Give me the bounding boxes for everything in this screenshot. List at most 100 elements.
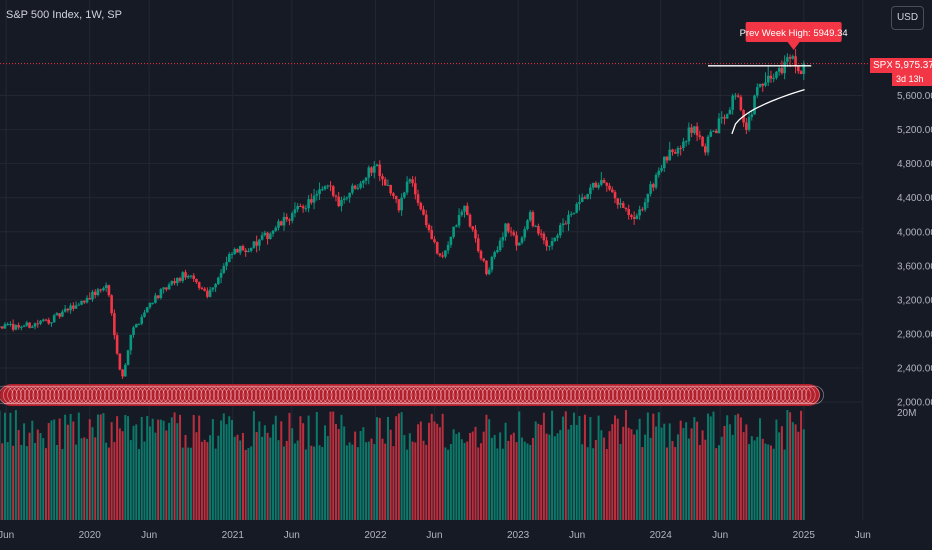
volume-bar [496, 448, 499, 520]
volume-bar [422, 440, 425, 520]
candle-body [704, 146, 707, 153]
event-marker [788, 385, 808, 405]
event-marker [368, 385, 388, 405]
candle-body [463, 205, 466, 212]
candle-body [780, 67, 784, 74]
volume-bar [217, 435, 220, 520]
candle-body [747, 116, 751, 130]
candle-body [154, 295, 157, 303]
event-marker [45, 385, 64, 405]
candle-body [274, 227, 278, 231]
price-scale: 5,600.00 5,200.00 4,800.00 4,400.00 4,000.00… [897, 91, 932, 419]
volume-bar [712, 411, 715, 520]
volume-bar [315, 411, 318, 520]
event-marker [658, 385, 677, 405]
volume-bar [679, 420, 682, 520]
volume-bar [499, 432, 502, 520]
candle-body [638, 209, 641, 216]
event-marker [460, 385, 480, 405]
volume-bar [261, 436, 264, 520]
volume-bar [529, 444, 532, 520]
candle-body [301, 206, 305, 209]
candle-body [102, 288, 105, 291]
candle-body [586, 194, 589, 199]
candle-body [63, 308, 67, 312]
candle-body [189, 275, 193, 277]
currency-button[interactable]: USD [891, 6, 924, 30]
volume-bar [96, 414, 99, 520]
candle-body [602, 180, 606, 183]
volume-bar [671, 441, 674, 520]
event-marker [477, 385, 497, 405]
event-marker [95, 385, 115, 405]
time-tick-label: 2024 [650, 530, 673, 541]
price-tick-label: 4,400.00 [897, 193, 932, 204]
event-marker [40, 385, 60, 405]
volume-bar [572, 412, 575, 520]
volume-bar [411, 441, 414, 520]
volume-bar [698, 444, 701, 520]
candle-body [545, 240, 548, 247]
candle-body [662, 156, 666, 169]
event-marker [515, 385, 535, 405]
candle-body [608, 185, 611, 190]
candle-body [515, 235, 518, 246]
volume-bar [392, 446, 395, 520]
candle-body [523, 229, 527, 238]
candle-body [786, 57, 789, 62]
volume-bar [592, 448, 595, 520]
event-marker [271, 385, 291, 405]
candle-body [66, 308, 70, 311]
candle-body [490, 256, 494, 270]
event-marker [486, 385, 505, 405]
volume-bar [116, 416, 119, 520]
event-marker [288, 385, 308, 405]
volume-bar [619, 443, 622, 520]
marker-band [0, 384, 820, 406]
candle-body [181, 272, 185, 281]
event-marker [603, 385, 623, 405]
candle-body [132, 327, 135, 335]
candle-body [227, 254, 231, 263]
volume-bar [255, 432, 258, 520]
volume-bar [302, 423, 305, 520]
candle-body [542, 233, 546, 241]
candle-body [597, 184, 600, 188]
candle-body [569, 213, 573, 215]
event-marker-row [0, 384, 824, 406]
time-tick-label: Jun [569, 530, 585, 541]
price-tick-label: 2,000.00 [897, 398, 932, 409]
volume-bar [107, 447, 110, 520]
candle-body [36, 323, 40, 325]
volume-bar [578, 415, 581, 520]
candle-body [93, 291, 97, 296]
event-marker [133, 385, 152, 405]
candle-body [148, 302, 152, 308]
volume-bar [263, 425, 266, 520]
volume-bar [521, 437, 524, 520]
volume-bar [31, 420, 34, 520]
event-marker [255, 385, 274, 405]
volume-bar [682, 428, 685, 520]
event-marker [108, 385, 127, 405]
volume-bar [373, 444, 376, 520]
volume-bar [452, 429, 455, 520]
candle-body [82, 300, 86, 303]
candle-body [701, 136, 704, 147]
event-marker [742, 385, 761, 405]
volume-bar [282, 446, 285, 520]
candle-body [110, 295, 113, 314]
time-tick-label: 2020 [79, 530, 102, 541]
candle-body [217, 277, 220, 285]
candle-body [50, 322, 53, 324]
volume-bar [198, 415, 201, 520]
volume-bar [334, 423, 337, 520]
candle-body [74, 305, 78, 309]
moving-average-line [731, 88, 805, 135]
volume-bar [764, 443, 767, 520]
candle-body [411, 179, 414, 184]
volume-bar [340, 414, 343, 520]
event-marker [297, 385, 316, 405]
volume-bar [326, 436, 329, 520]
